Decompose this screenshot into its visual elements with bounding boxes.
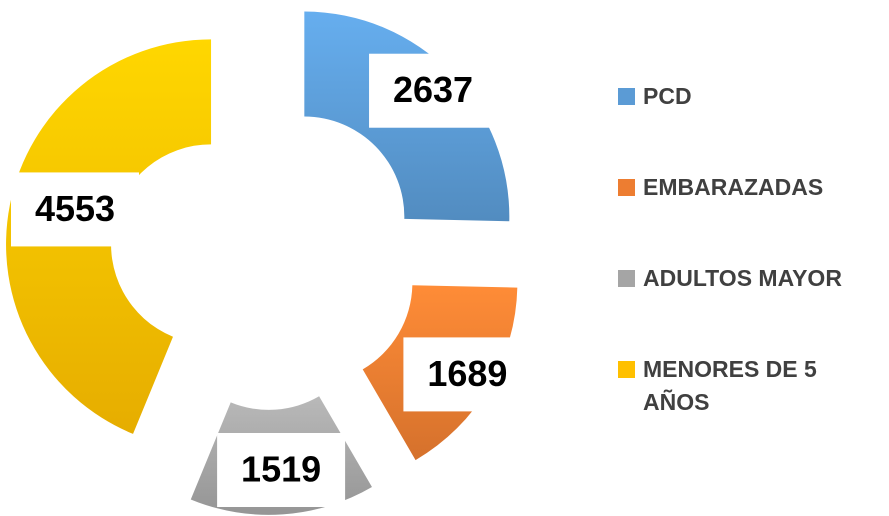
data-label: 4553: [35, 188, 115, 229]
label-box: [11, 172, 139, 247]
legend-label: EMBARAZADAS: [643, 174, 824, 200]
legend-label: PCD: [643, 83, 692, 109]
data-label: 1519: [241, 449, 321, 490]
label-box: [217, 433, 346, 507]
legend-item: ADULTOS MAYOR: [618, 262, 878, 353]
legend-swatch: [618, 270, 635, 287]
legend: PCD EMBARAZADAS ADULTOS MAYOR MENORES DE 5 …: [618, 80, 878, 444]
legend-item: MENORES DE 5 AÑOS: [618, 353, 878, 444]
legend-item: EMBARAZADAS: [618, 171, 878, 262]
legend-label: ADULTOS MAYOR: [643, 265, 842, 291]
legend-swatch: [618, 361, 635, 378]
legend-item: PCD: [618, 80, 878, 171]
label-box: [369, 53, 498, 128]
data-label: 2637: [393, 69, 473, 110]
legend-swatch: [618, 88, 635, 105]
legend-swatch: [618, 179, 635, 196]
data-label: 1689: [427, 353, 507, 394]
legend-label: MENORES DE 5 AÑOS: [643, 356, 817, 415]
label-box: [403, 337, 532, 412]
